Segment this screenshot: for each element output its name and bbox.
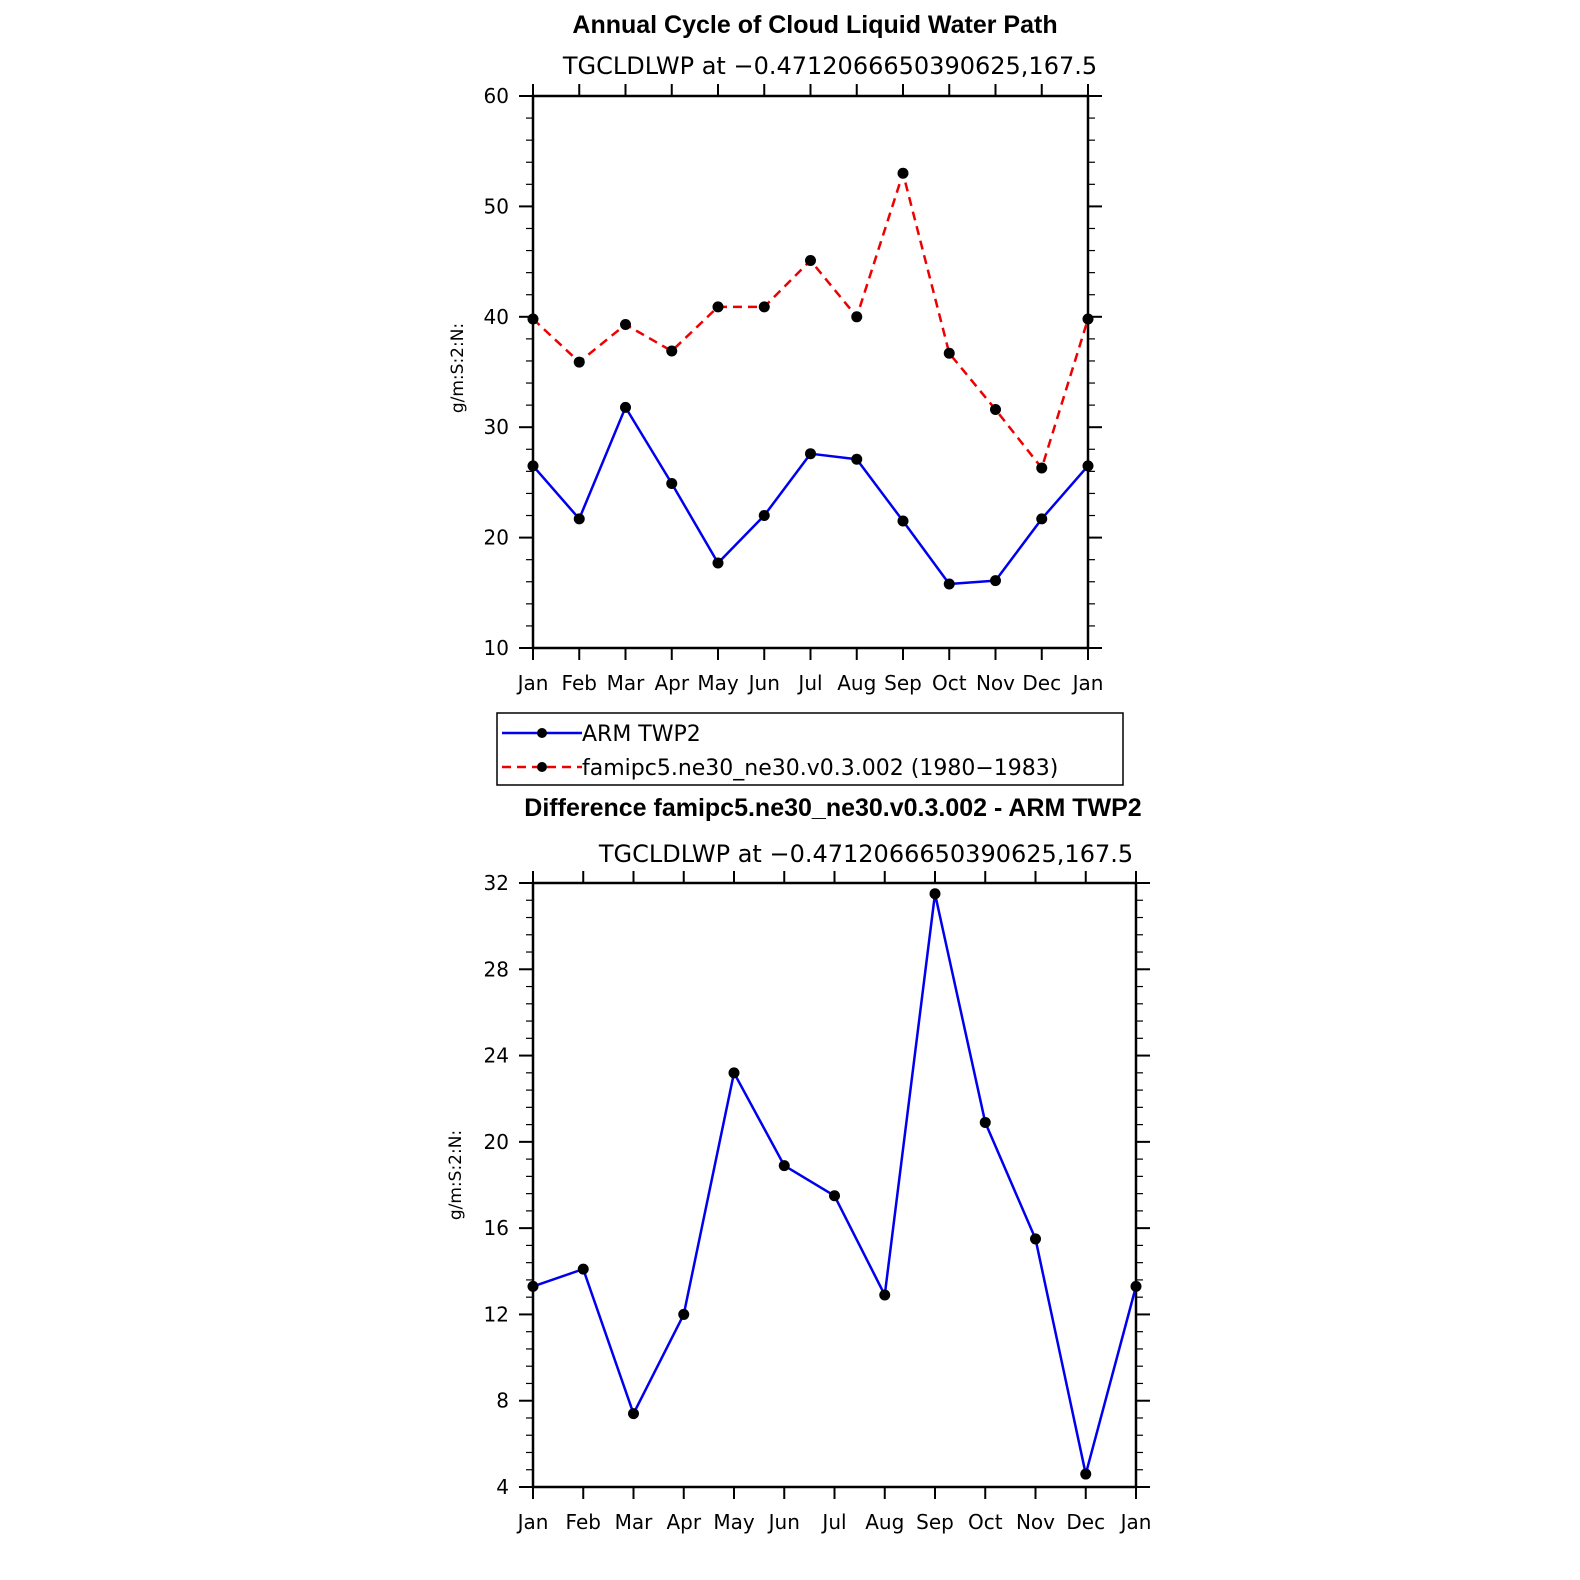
- bottom-series-line-0: [532, 892, 1138, 1476]
- top-data-point: [805, 448, 816, 460]
- bottom-y-tick-label: 8: [496, 1389, 509, 1413]
- bottom-x-tick-label: Mar: [615, 1510, 654, 1534]
- top-data-point: [805, 254, 816, 266]
- top-data-point: [620, 319, 631, 331]
- bottom-x-tick-label: Aug: [865, 1510, 904, 1534]
- top-data-point: [851, 311, 863, 323]
- top-chart-subtitle: TGCLDLWP at −0.4712066650390625,167.5: [562, 52, 1097, 80]
- top-series-line-1: [532, 172, 1090, 470]
- top-data-point: [1082, 313, 1094, 325]
- bottom-y-tick-label: 16: [484, 1216, 509, 1240]
- top-x-tick-label: Jan: [1071, 671, 1104, 695]
- top-y-tick-label: 30: [484, 415, 509, 439]
- bottom-data-point: [879, 1289, 891, 1301]
- top-x-tick-label: Feb: [562, 671, 597, 695]
- top-series-line-0: [532, 406, 1089, 586]
- top-y-tick-label: 10: [484, 636, 509, 660]
- bottom-plot-frame: [531, 881, 1138, 1489]
- bottom-x-tick-label: Jan: [516, 1510, 549, 1534]
- legend-marker-arm-twp2: [537, 728, 547, 738]
- top-data-point: [620, 401, 631, 413]
- top-x-tick-label: Oct: [932, 671, 967, 695]
- top-data-point: [527, 313, 539, 325]
- bottom-data-point: [1080, 1468, 1092, 1480]
- top-data-point: [666, 345, 678, 357]
- top-data-point: [943, 578, 955, 590]
- bottom-data-point: [678, 1308, 690, 1320]
- bottom-y-tick-label: 20: [484, 1130, 509, 1154]
- bottom-data-point: [1030, 1233, 1041, 1245]
- top-y-tick-label: 40: [484, 305, 509, 329]
- top-data-point: [573, 356, 585, 368]
- bottom-x-tick-label: Apr: [666, 1510, 701, 1534]
- bottom-data-point: [1130, 1280, 1142, 1292]
- bottom-data-point: [728, 1067, 740, 1079]
- top-plot-frame: [531, 94, 1090, 650]
- top-data-point: [897, 515, 909, 527]
- top-x-tick-label: Aug: [837, 671, 876, 695]
- top-x-tick-label: Dec: [1022, 671, 1061, 695]
- top-x-tick-label: Nov: [976, 671, 1015, 695]
- top-data-point: [573, 513, 585, 525]
- bottom-y-tick-label: 12: [484, 1302, 509, 1326]
- bottom-chart-plot: Jan Feb Mar Apr May Jun Jul Aug Sep Oct Nov Dec Jan 4…: [484, 871, 1152, 1534]
- top-chart-y-axis-label: g/m:S:2:N:: [448, 323, 468, 413]
- top-data-point: [666, 478, 678, 490]
- bottom-y-tick-label: 4: [496, 1475, 509, 1499]
- top-data-point: [712, 301, 724, 313]
- bottom-chart-subtitle: TGCLDLWP at −0.4712066650390625,167.5: [598, 840, 1133, 868]
- top-x-tick-label: Sep: [884, 671, 922, 695]
- top-y-tick-label: 60: [484, 84, 509, 108]
- top-x-tick-label: May: [697, 671, 739, 695]
- bottom-y-tick-label: 24: [484, 1044, 509, 1068]
- top-data-point: [943, 347, 955, 359]
- top-data-point: [712, 557, 724, 569]
- top-x-tick-label: Apr: [654, 671, 689, 695]
- top-y-tick-label: 50: [484, 194, 509, 218]
- legend: ARM TWP2 famipc5.ne30_ne30.v0.3.002 (198…: [496, 712, 1124, 786]
- top-data-point: [527, 460, 539, 472]
- top-data-point: [1036, 462, 1048, 474]
- top-x-tick-label: Jan: [516, 671, 549, 695]
- top-chart-plot: Jan Feb Mar Apr May Jun Jul Aug Sep Oct Nov Dec Jan 1…: [484, 84, 1104, 695]
- top-data-point: [990, 575, 1001, 587]
- bottom-x-tick-label: Oct: [968, 1510, 1003, 1534]
- legend-marker-famipc5: [537, 762, 547, 772]
- bottom-data-point: [778, 1160, 790, 1172]
- bottom-x-tick-label: Sep: [916, 1510, 954, 1534]
- bottom-x-tick-label: Jan: [1119, 1510, 1152, 1534]
- top-data-point: [758, 301, 770, 313]
- bottom-data-point: [527, 1280, 539, 1292]
- bottom-x-tick-label: Jun: [767, 1510, 800, 1534]
- bottom-y-tick-label: 32: [484, 871, 509, 895]
- top-x-tick-label: Jul: [796, 671, 822, 695]
- top-y-tick-label: 20: [484, 526, 509, 550]
- legend-box: [496, 712, 1124, 786]
- top-data-point: [1082, 460, 1094, 472]
- bottom-data-point: [979, 1116, 991, 1128]
- bottom-chart-title: Difference famipc5.ne30_ne30.v0.3.002 - …: [524, 794, 1141, 822]
- bottom-chart-y-axis-label: g/m:S:2:N:: [446, 1130, 466, 1220]
- bottom-x-tick-label: Jul: [820, 1510, 846, 1534]
- top-x-tick-label: Jun: [747, 671, 780, 695]
- bottom-x-tick-label: Nov: [1016, 1510, 1055, 1534]
- top-data-point: [1036, 513, 1048, 525]
- bottom-x-tick-label: Dec: [1066, 1510, 1105, 1534]
- bottom-data-point: [929, 888, 941, 900]
- bottom-x-tick-label: May: [713, 1510, 755, 1534]
- top-chart-title: Annual Cycle of Cloud Liquid Water Path: [572, 11, 1057, 39]
- bottom-data-point: [577, 1263, 589, 1275]
- legend-label-famipc5: famipc5.ne30_ne30.v0.3.002 (1980−1983): [582, 756, 1058, 781]
- bottom-data-point: [628, 1408, 639, 1420]
- bottom-y-tick-label: 28: [484, 957, 509, 981]
- legend-label-arm-twp2: ARM TWP2: [582, 722, 701, 747]
- bottom-data-point: [829, 1190, 840, 1202]
- top-data-point: [897, 167, 909, 179]
- top-x-tick-label: Mar: [607, 671, 646, 695]
- bottom-x-tick-label: Feb: [566, 1510, 601, 1534]
- top-data-point: [990, 404, 1001, 416]
- top-data-point: [851, 453, 863, 465]
- top-data-point: [758, 510, 770, 522]
